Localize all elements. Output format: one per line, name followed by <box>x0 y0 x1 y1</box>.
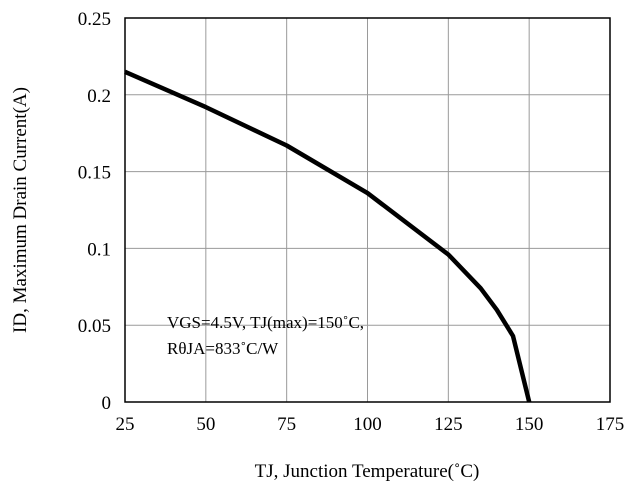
y-tick-label: 0.05 <box>78 316 111 337</box>
x-tick-label: 75 <box>277 414 296 435</box>
x-tick-labels: 25 50 75 100 125 150 175 <box>116 414 625 435</box>
y-tick-label: 0.2 <box>87 86 111 107</box>
y-tick-label: 0.25 <box>78 9 111 30</box>
y-tick-label: 0.1 <box>87 239 111 260</box>
x-tick-label: 25 <box>116 414 135 435</box>
x-tick-label: 150 <box>515 414 544 435</box>
y-tick-label: 0 <box>102 393 112 414</box>
x-axis-label: TJ, Junction Temperature(˚C) <box>255 461 480 482</box>
annotation-line-2: RθJA=833˚C/W <box>167 339 279 358</box>
x-tick-label: 50 <box>196 414 215 435</box>
y-axis-label: ID, Maximum Drain Current(A) <box>10 87 31 333</box>
x-tick-label: 175 <box>596 414 625 435</box>
y-tick-label: 0.15 <box>78 163 111 184</box>
y-tick-labels: 0 0.05 0.1 0.15 0.2 0.25 <box>78 9 111 414</box>
x-tick-label: 125 <box>434 414 463 435</box>
x-tick-label: 100 <box>353 414 382 435</box>
annotation-line-1: VGS=4.5V, TJ(max)=150˚C, <box>167 313 364 332</box>
